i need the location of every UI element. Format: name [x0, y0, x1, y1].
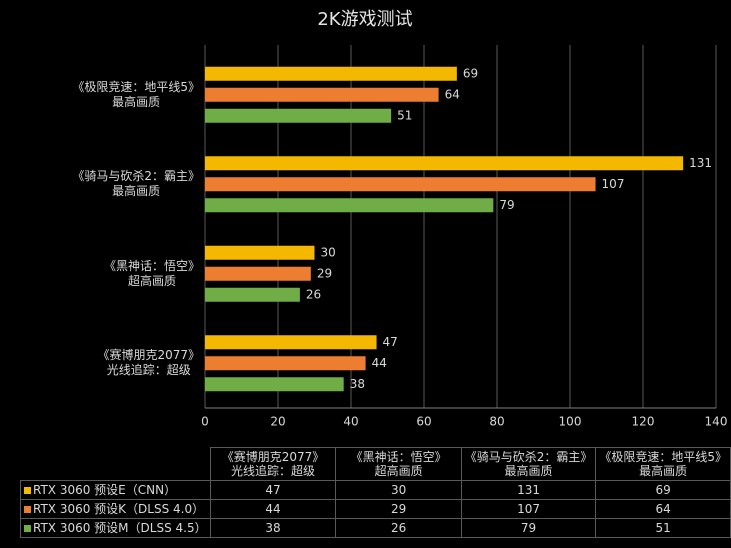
table-row-label: RTX 3060 预设E（CNN） — [20, 480, 211, 500]
table-row: RTX 3060 预设E（CNN） 47 30 131 69 — [20, 480, 731, 500]
table-cell: 131 — [460, 480, 597, 500]
data-label: 26 — [306, 287, 321, 301]
table-row: RTX 3060 预设K（DLSS 4.0） 44 29 107 64 — [20, 499, 731, 519]
table-header-cell: 《骑马与砍杀2：霸主》 最高画质 — [460, 447, 597, 481]
table-cell: 107 — [460, 499, 597, 519]
data-label: 64 — [445, 87, 460, 101]
category-label: 《骑马与砍杀2：霸主》 最高画质 — [72, 169, 200, 199]
table-header: 《赛博朋克2077》 光线追踪：超级 《黑神话：悟空》 超高画质 《骑马与砍杀2：霸… — [20, 447, 731, 481]
table-corner — [20, 447, 211, 481]
chart-title: 2K游戏测试 — [317, 9, 412, 30]
bar — [205, 356, 366, 371]
legend-label: RTX 3060 预设K（DLSS 4.0） — [33, 502, 205, 516]
x-tick-label: 80 — [489, 415, 504, 429]
bar — [205, 245, 315, 260]
table-cell: 29 — [335, 499, 462, 519]
table-cell: 47 — [209, 480, 337, 500]
table-cell: 69 — [595, 480, 731, 500]
data-label: 131 — [689, 156, 712, 170]
x-tick-label: 120 — [632, 415, 655, 429]
x-tick-label: 40 — [343, 415, 358, 429]
category-label: 《黑神话：悟空》 超高画质 — [103, 258, 200, 288]
legend-label: RTX 3060 预设M（DLSS 4.5） — [33, 521, 207, 535]
data-table: 《赛博朋克2077》 光线追踪：超级 《黑神话：悟空》 超高画质 《骑马与砍杀2：霸… — [20, 447, 731, 538]
data-label: 44 — [372, 356, 387, 370]
legend-swatch — [24, 487, 31, 494]
x-tick-label: 140 — [705, 415, 728, 429]
table-cell: 64 — [595, 499, 731, 519]
data-label: 29 — [317, 266, 332, 280]
legend-label: RTX 3060 预设E（CNN） — [33, 483, 177, 497]
data-label: 79 — [499, 198, 514, 212]
table-header-cell: 《赛博朋克2077》 光线追踪：超级 — [209, 447, 337, 481]
bar — [205, 335, 377, 350]
x-tick-label: 0 — [201, 415, 209, 429]
data-label: 47 — [383, 335, 398, 349]
table-cell: 30 — [335, 480, 462, 500]
category-label: 《赛博朋克2077》 光线追踪：超级 — [97, 348, 200, 378]
bar — [205, 266, 311, 281]
bar — [205, 177, 596, 192]
bar — [205, 66, 457, 81]
table-header-cell: 《极限竞速：地平线5》 最高画质 — [595, 447, 731, 481]
table-row-label: RTX 3060 预设M（DLSS 4.5） — [20, 518, 211, 538]
x-tick-label: 20 — [270, 415, 285, 429]
table-cell: 51 — [595, 518, 731, 538]
bar — [205, 156, 684, 171]
chart: 2K游戏测试 0 20 40 60 80 100 120 140 47 44 38 30 29 26 131… — [201, 9, 728, 429]
x-tick-label: 100 — [559, 415, 582, 429]
bar — [205, 377, 344, 392]
table-cell: 44 — [209, 499, 337, 519]
category-label: 《极限竞速：地平线5》 最高画质 — [72, 79, 200, 109]
data-label: 30 — [321, 245, 336, 259]
legend-swatch — [24, 506, 31, 513]
table-cell: 38 — [209, 518, 337, 538]
bar — [205, 87, 439, 102]
data-label: 51 — [397, 108, 412, 122]
bar — [205, 108, 392, 123]
table-header-cell: 《黑神话：悟空》 超高画质 — [335, 447, 462, 481]
table-row-label: RTX 3060 预设K（DLSS 4.0） — [20, 499, 211, 519]
bar — [205, 287, 300, 302]
bar — [205, 198, 494, 213]
table-row: RTX 3060 预设M（DLSS 4.5） 38 26 79 51 — [20, 518, 731, 538]
data-label: 107 — [602, 177, 625, 191]
data-label: 69 — [463, 66, 478, 80]
data-label: 38 — [350, 377, 365, 391]
table-cell: 79 — [460, 518, 597, 538]
table-cell: 26 — [335, 518, 462, 538]
legend-swatch — [24, 525, 31, 532]
x-tick-label: 60 — [416, 415, 431, 429]
